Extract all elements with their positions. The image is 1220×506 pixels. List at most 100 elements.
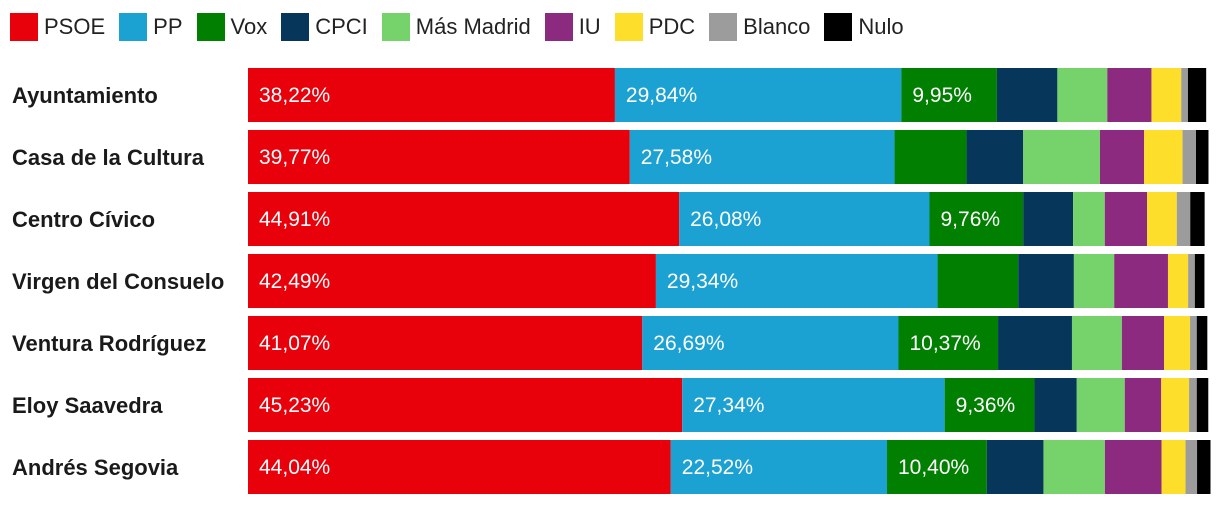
- bar-pdc-eloy-saavedra: [1161, 378, 1190, 432]
- legend-item-pdc: PDC: [614, 13, 696, 41]
- legend-label: CPCI: [315, 14, 368, 39]
- legend-item-nulo: Nulo: [824, 13, 904, 41]
- bar-pdc-ayuntamiento: [1151, 68, 1182, 122]
- legend-item-pp: PP: [119, 13, 183, 41]
- bar-mas-madrid-ventura-rodriguez: [1071, 316, 1122, 370]
- data-label-pp-ventura-rodriguez: 26,69%: [653, 332, 724, 355]
- bar-vox-ayuntamiento: [901, 68, 997, 122]
- legend-swatch: [119, 13, 148, 41]
- bar-pp-ventura-rodriguez: [642, 316, 899, 370]
- bar-pdc-virgen-del-consuelo: [1167, 254, 1189, 308]
- bar-iu-andres-segovia: [1104, 440, 1162, 494]
- bar-nulo-ayuntamiento: [1187, 68, 1207, 122]
- bar-blanco-ventura-rodriguez: [1190, 316, 1197, 370]
- bar-mas-madrid-casa-de-la-cultura: [1023, 130, 1100, 184]
- row-label-ayuntamiento: Ayuntamiento: [12, 83, 158, 108]
- bar-vox-eloy-saavedra: [944, 378, 1035, 432]
- data-label-psoe-andres-segovia: 44,04%: [259, 456, 330, 479]
- data-label-psoe-centro-civico: 44,91%: [259, 208, 330, 231]
- legend-label: Nulo: [858, 14, 904, 39]
- bar-iu-casa-de-la-cultura: [1100, 130, 1145, 184]
- bar-iu-eloy-saavedra: [1124, 378, 1162, 432]
- data-label-pp-ayuntamiento: 29,84%: [626, 84, 697, 107]
- row-label-casa-de-la-cultura: Casa de la Cultura: [12, 145, 205, 170]
- bar-cpci-centro-civico: [1023, 192, 1074, 246]
- legend-swatch: [544, 13, 573, 41]
- bar-nulo-andres-segovia: [1197, 440, 1211, 494]
- bar-blanco-andres-segovia: [1185, 440, 1198, 494]
- bar-blanco-ayuntamiento: [1181, 68, 1188, 122]
- row-label-andres-segovia: Andrés Segovia: [12, 455, 179, 480]
- legend-swatch: [824, 13, 853, 41]
- bar-pdc-andres-segovia: [1161, 440, 1186, 494]
- bar-pdc-centro-civico: [1147, 192, 1177, 246]
- bar-mas-madrid-ayuntamiento: [1057, 68, 1108, 122]
- legend-swatch: [614, 13, 643, 41]
- bar-pp-eloy-saavedra: [682, 378, 945, 432]
- data-label-pp-eloy-saavedra: 27,34%: [693, 394, 764, 417]
- bar-vox-ventura-rodriguez: [898, 316, 999, 370]
- legend-item-blanco: Blanco: [709, 13, 810, 41]
- legend-item-iu: IU: [544, 13, 601, 41]
- data-label-vox-ayuntamiento: 9,95%: [912, 84, 972, 107]
- bar-pp-andres-segovia: [670, 440, 887, 494]
- bar-iu-centro-civico: [1104, 192, 1148, 246]
- legend-swatch: [196, 13, 225, 41]
- bar-cpci-casa-de-la-cultura: [966, 130, 1024, 184]
- legend-label: Blanco: [743, 14, 811, 39]
- bar-blanco-virgen-del-consuelo: [1188, 254, 1195, 308]
- legend-item-mas-madrid: Más Madrid: [381, 13, 531, 41]
- data-label-vox-eloy-saavedra: 9,36%: [956, 394, 1016, 417]
- data-label-psoe-casa-de-la-cultura: 39,77%: [259, 146, 330, 169]
- legend-label: Vox: [230, 14, 268, 39]
- bar-mas-madrid-virgen-del-consuelo: [1073, 254, 1115, 308]
- bar-cpci-ventura-rodriguez: [998, 316, 1072, 370]
- bar-mas-madrid-eloy-saavedra: [1076, 378, 1125, 432]
- bar-psoe-eloy-saavedra: [248, 378, 683, 432]
- data-label-vox-andres-segovia: 10,40%: [898, 456, 969, 479]
- bar-psoe-ayuntamiento: [248, 68, 615, 122]
- bar-blanco-eloy-saavedra: [1189, 378, 1197, 432]
- legend-label: IU: [578, 14, 601, 39]
- bar-blanco-centro-civico: [1176, 192, 1191, 246]
- data-label-pp-virgen-del-consuelo: 29,34%: [667, 270, 738, 293]
- legend-swatch: [10, 13, 38, 41]
- bar-psoe-centro-civico: [248, 192, 680, 246]
- bar-iu-ayuntamiento: [1107, 68, 1152, 122]
- bar-pp-virgen-del-consuelo: [655, 254, 938, 308]
- bar-nulo-eloy-saavedra: [1196, 378, 1209, 432]
- bar-pp-ayuntamiento: [614, 68, 902, 122]
- bar-iu-ventura-rodriguez: [1121, 316, 1165, 370]
- bar-nulo-centro-civico: [1190, 192, 1205, 246]
- bar-cpci-andres-segovia: [986, 440, 1044, 494]
- data-label-pp-casa-de-la-cultura: 27,58%: [641, 146, 712, 169]
- bar-vox-casa-de-la-cultura: [894, 130, 967, 184]
- row-label-ventura-rodriguez: Ventura Rodríguez: [12, 331, 206, 356]
- bar-vox-centro-civico: [929, 192, 1024, 246]
- data-label-psoe-ventura-rodriguez: 41,07%: [259, 332, 330, 355]
- row-label-virgen-del-consuelo: Virgen del Consuelo: [12, 269, 224, 294]
- bar-pp-centro-civico: [679, 192, 930, 246]
- data-label-pp-centro-civico: 26,08%: [690, 208, 761, 231]
- bar-psoe-ventura-rodriguez: [248, 316, 643, 370]
- legend: PSOE PP Vox CPCI Más Madrid IU PDC Blanco Nulo: [10, 12, 918, 42]
- bar-mas-madrid-centro-civico: [1073, 192, 1105, 246]
- legend-swatch: [281, 13, 310, 41]
- legend-swatch: [381, 13, 410, 41]
- legend-item-vox: Vox: [196, 13, 268, 41]
- bar-nulo-casa-de-la-cultura: [1196, 130, 1209, 184]
- data-label-vox-ventura-rodriguez: 10,37%: [909, 332, 980, 355]
- row-label-eloy-saavedra: Eloy Saavedra: [12, 393, 163, 418]
- data-label-psoe-ayuntamiento: 38,22%: [259, 84, 330, 107]
- data-label-vox-centro-civico: 9,76%: [941, 208, 1001, 231]
- legend-label: Más Madrid: [415, 14, 531, 39]
- data-label-psoe-virgen-del-consuelo: 42,49%: [259, 270, 330, 293]
- bar-pdc-casa-de-la-cultura: [1144, 130, 1183, 184]
- bar-pdc-ventura-rodriguez: [1164, 316, 1191, 370]
- bar-cpci-ayuntamiento: [996, 68, 1058, 122]
- bar-vox-andres-segovia: [886, 440, 987, 494]
- bar-psoe-virgen-del-consuelo: [248, 254, 656, 308]
- row-label-centro-civico: Centro Cívico: [12, 207, 155, 232]
- legend-label: PDC: [648, 14, 696, 39]
